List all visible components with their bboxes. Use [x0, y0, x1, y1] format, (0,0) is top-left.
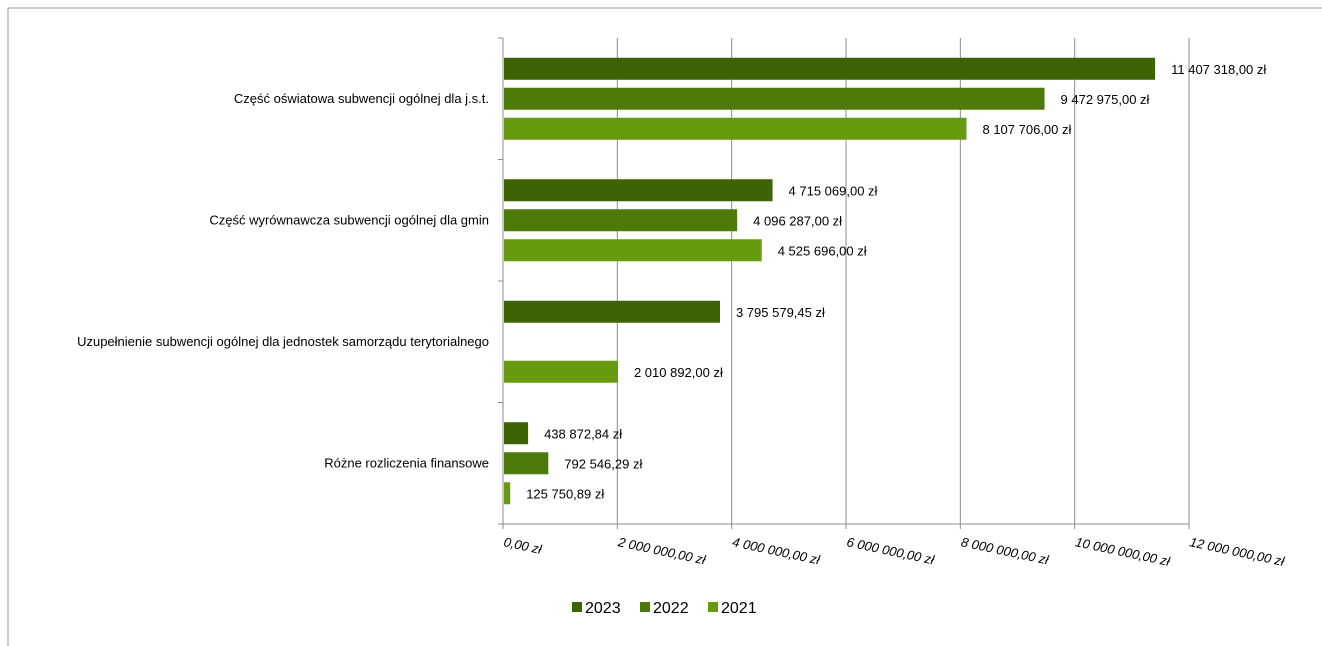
- category-label-4: Różne rozliczenia finansowe: [324, 455, 489, 470]
- data-label-2021-cat-4: 125 750,89 zł: [526, 486, 604, 501]
- category-label-3: Uzupełnienie subwencji ogólnej dla jedno…: [77, 334, 489, 349]
- x-tick-label-0: 0,00 zł: [502, 534, 544, 557]
- bar-2022-cat-4: [504, 452, 549, 475]
- data-label-2022-cat-2: 4 096 287,00 zł: [753, 213, 842, 228]
- data-label-2023-cat-2: 4 715 069,00 zł: [789, 183, 878, 198]
- x-tick-label-4: 8 000 000,00 zł: [960, 534, 1051, 567]
- bar-2021-cat-2: [504, 239, 762, 262]
- legend-swatch-2023: [572, 602, 582, 612]
- bar-2023-cat-2: [504, 179, 773, 202]
- data-label-2021-cat-3: 2 010 892,00 zł: [634, 365, 723, 380]
- data-label-2023-cat-1: 11 407 318,00 zł: [1171, 62, 1266, 77]
- bar-2023-cat-3: [504, 300, 720, 323]
- bar-2023-cat-4: [504, 422, 529, 445]
- bar-2021-cat-3: [504, 360, 618, 383]
- data-label-2023-cat-4: 438 872,84 zł: [544, 426, 622, 441]
- legend-swatch-2021: [708, 602, 718, 612]
- x-tick-label-6: 12 000 000,00 zł: [1188, 534, 1286, 569]
- x-tick-label-5: 10 000 000,00 zł: [1074, 534, 1172, 569]
- bar-2022-cat-2: [504, 209, 738, 232]
- category-label-2: Część wyrównawcza subwencji ogólnej dla …: [209, 212, 489, 227]
- data-label-2022-cat-1: 9 472 975,00 zł: [1061, 92, 1150, 107]
- x-tick-label-2: 4 000 000,00 zł: [731, 534, 822, 567]
- bar-2021-cat-1: [504, 117, 967, 140]
- bar-2021-cat-4: [504, 482, 511, 505]
- data-label-2022-cat-4: 792 546,29 zł: [564, 456, 642, 471]
- bar-2023-cat-1: [504, 57, 1156, 80]
- bar-2022-cat-1: [504, 87, 1045, 110]
- x-tick-label-1: 2 000 000,00 zł: [616, 534, 708, 568]
- legend-label-2021: 2021: [721, 600, 757, 617]
- category-label-1: Część oświatowa subwencji ogólnej dla j.…: [234, 91, 489, 106]
- data-label-2021-cat-1: 8 107 706,00 zł: [982, 122, 1071, 137]
- legend-label-2022: 2022: [653, 600, 689, 617]
- legend-swatch-2022: [640, 602, 650, 612]
- x-tick-label-3: 6 000 000,00 zł: [845, 534, 936, 567]
- legend-label-2023: 2023: [585, 600, 621, 617]
- data-label-2021-cat-2: 4 525 696,00 zł: [778, 243, 867, 258]
- data-label-2023-cat-3: 3 795 579,45 zł: [736, 305, 825, 320]
